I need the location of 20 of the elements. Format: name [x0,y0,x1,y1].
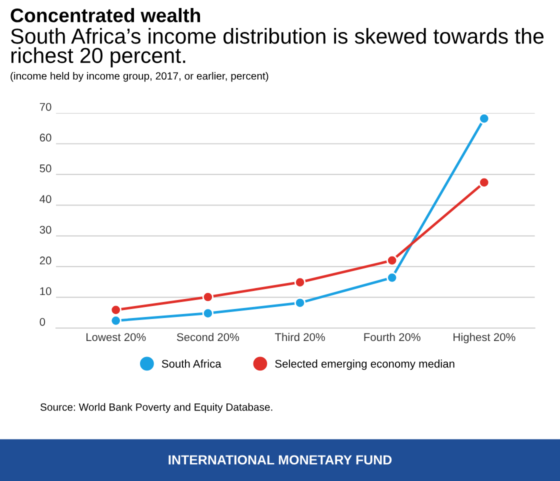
chart-subtitle: South Africa’s income distribution is skewed towards the richest 20 percent. [10,28,544,68]
y-tick-label: 40 [40,195,52,203]
y-tick-label: 0 [40,318,46,326]
y-axis-title: (income held by income group, 2017, or earlier, percent) [10,72,268,82]
x-tick-label: Second 20% [176,332,240,342]
text: INTERNATIONAL MONETARY FUND [168,455,392,465]
x-tick-label: Lowest 20% [86,333,146,342]
chart-title: Concentrated wealth [10,8,200,22]
source-note: Source: World Bank Poverty and Equity Database. [40,403,272,413]
y-tick-label: 60 [40,134,52,142]
y-tick-label: 30 [40,226,52,234]
x-tick-label: Fourth 20% [364,332,420,342]
y-tick-label: 70 [40,102,52,111]
legend-label: South Africa [162,360,222,368]
x-tick-label: Third 20% [274,332,325,342]
legend-label: Selected emerging economy median [275,360,454,370]
x-tick-label: Highest 20% [454,332,516,344]
y-tick-label: 20 [40,256,52,264]
y-tick-label: 50 [40,164,52,172]
y-tick-label: 10 [40,287,52,296]
